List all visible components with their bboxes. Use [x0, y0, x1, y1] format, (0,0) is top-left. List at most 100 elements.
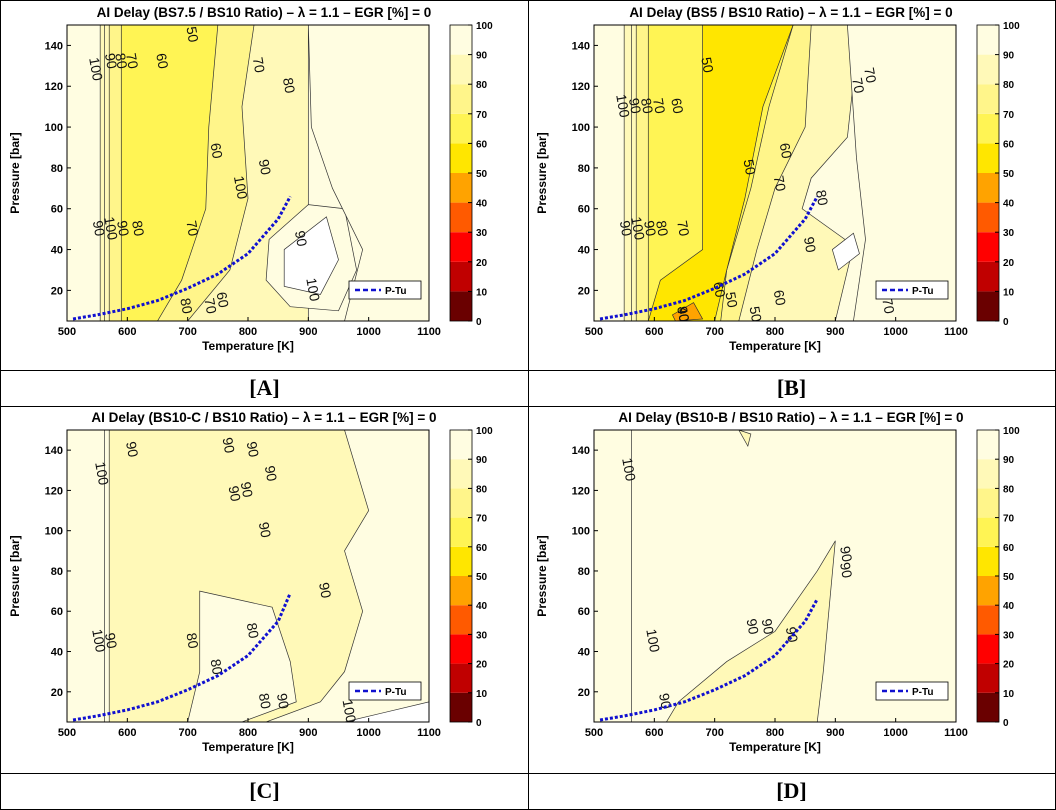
x-tick-label: 900 — [299, 326, 317, 338]
contour-label: 60 — [771, 289, 789, 307]
chart-title: AI Delay (BS5 / BS10 Ratio) – λ = 1.1 – … — [629, 5, 952, 20]
colorbar-tick-label: 0 — [476, 718, 482, 729]
y-tick-label: 80 — [51, 566, 63, 578]
x-tick-label: 900 — [299, 727, 317, 739]
y-tick-label: 140 — [572, 40, 590, 52]
x-tick-label: 800 — [239, 326, 257, 338]
x-tick-label: 800 — [766, 326, 784, 338]
contour-label: 90 — [262, 464, 280, 482]
colorbar-tick-label: 40 — [1003, 199, 1015, 210]
x-tick-label: 1000 — [883, 727, 907, 739]
colorbar-band — [977, 291, 999, 321]
colorbar-band — [977, 261, 999, 292]
contour-label: 80 — [813, 189, 831, 207]
colorbar-tick-label: 80 — [476, 484, 488, 495]
colorbar-band — [977, 25, 999, 55]
legend-box — [348, 681, 422, 701]
y-tick-label: 140 — [45, 40, 63, 52]
grid-divider-2 — [1, 406, 1055, 407]
contour-label: 90 — [626, 97, 644, 115]
grid-divider-1 — [1, 370, 1055, 371]
contour-label: 70 — [879, 297, 897, 315]
contour-label: 80 — [129, 219, 147, 237]
contour-label: 100 — [231, 175, 251, 201]
contour-label: 70 — [849, 76, 867, 94]
colorbar-band — [450, 113, 472, 144]
caption-a: [A] — [249, 375, 280, 400]
contour-label: 90 — [220, 436, 238, 454]
colorbar-tick-label: 70 — [1003, 110, 1015, 121]
contour-label: 70 — [250, 56, 268, 74]
contour-label: 90 — [102, 52, 120, 70]
colorbar-band — [450, 663, 472, 693]
x-tick-label: 800 — [766, 727, 784, 739]
contour-region — [108, 430, 370, 722]
contour-label: 90 — [292, 229, 310, 247]
colorbar-band — [450, 430, 472, 460]
colorbar-tick-label: 20 — [1003, 660, 1015, 671]
contour-label: 60 — [153, 52, 171, 70]
chart-svg: AI Delay (BS10-C / BS10 Ratio) – λ = 1.1… — [8, 410, 493, 754]
colorbar-band — [977, 143, 999, 173]
y-axis-label: Pressure [bar] — [535, 132, 549, 213]
contour-label: 90 — [226, 485, 244, 503]
x-tick-label: 600 — [645, 326, 663, 338]
contour-label: 60 — [214, 291, 232, 309]
colorbar-band — [977, 430, 999, 460]
x-axis-label: Temperature [K] — [202, 740, 294, 754]
contour-label: 80 — [183, 632, 201, 650]
contour-label: 80 — [112, 52, 130, 70]
colorbar-tick-label: 0 — [1003, 317, 1009, 328]
colorbar-tick-label: 60 — [1003, 139, 1015, 150]
colorbar-tick-label: 70 — [476, 514, 488, 525]
x-tick-label: 600 — [118, 326, 136, 338]
legend-label-ptu: P-Tu — [385, 286, 406, 297]
x-tick-label: 900 — [826, 326, 844, 338]
contour-label: 90 — [674, 305, 692, 323]
x-tick-label: 900 — [826, 727, 844, 739]
colorbar-tick-label: 30 — [476, 228, 488, 239]
y-tick-label: 40 — [578, 245, 590, 257]
contour-label: 90 — [102, 632, 120, 650]
x-tick-label: 700 — [178, 326, 196, 338]
y-tick-label: 80 — [51, 163, 63, 175]
contour-label: 90 — [801, 236, 819, 254]
contour-label: 70 — [771, 174, 789, 192]
x-tick-label: 1000 — [356, 326, 380, 338]
y-tick-label: 100 — [45, 122, 63, 134]
x-tick-label: 500 — [58, 727, 76, 739]
chart-panel-c: AI Delay (BS10-C / BS10 Ratio) – λ = 1.1… — [1, 406, 528, 773]
colorbar-tick-label: 10 — [476, 287, 488, 298]
colorbar-tick-label: 90 — [1003, 455, 1015, 466]
colorbar-band — [450, 692, 472, 722]
x-tick-label: 700 — [705, 326, 723, 338]
colorbar-band — [977, 576, 999, 606]
colorbar-band — [977, 84, 999, 114]
legend-label-ptu: P-Tu — [912, 286, 933, 297]
colorbar-band — [977, 113, 999, 144]
contour-label: 100 — [92, 461, 112, 487]
x-tick-label: 500 — [585, 326, 603, 338]
colorbar-tick-label: 90 — [476, 51, 488, 62]
colorbar-tick-label: 10 — [1003, 689, 1015, 700]
colorbar-band — [450, 173, 472, 203]
contour-label: 90 — [114, 219, 132, 237]
y-tick-label: 120 — [45, 485, 63, 497]
colorbar-tick-label: 10 — [476, 689, 488, 700]
colorbar-band — [450, 546, 472, 576]
x-tick-label: 1000 — [356, 727, 380, 739]
x-tick-label: 1100 — [417, 727, 441, 739]
colorbar-band — [450, 605, 472, 635]
contour-label: 80 — [256, 692, 274, 710]
colorbar-tick-label: 100 — [1003, 426, 1020, 437]
x-tick-label: 600 — [118, 727, 136, 739]
contour-region — [665, 540, 836, 722]
contour-label: 90 — [90, 219, 108, 237]
caption-b: [B] — [776, 375, 807, 400]
contour-label: 90 — [316, 581, 334, 599]
colorbar-band — [977, 663, 999, 693]
colorbar-band — [450, 488, 472, 518]
